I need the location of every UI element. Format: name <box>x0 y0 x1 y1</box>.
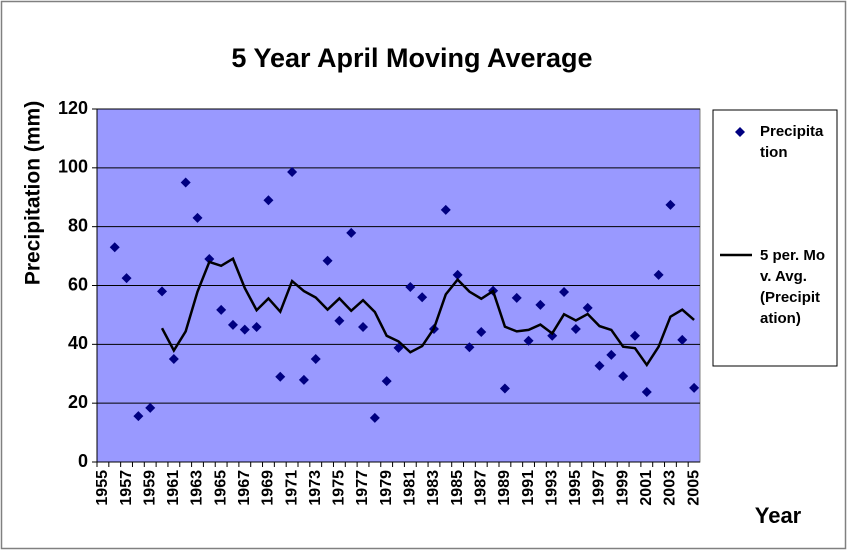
data-point <box>133 411 144 422</box>
data-point <box>523 335 534 346</box>
data-point <box>535 299 546 310</box>
data-point <box>417 292 428 303</box>
data-point <box>476 326 487 337</box>
data-point <box>665 199 676 210</box>
y-tick-label: 20 <box>68 392 88 412</box>
y-tick-label: 40 <box>68 333 88 353</box>
x-tick-label: 1981 <box>402 470 419 506</box>
data-point <box>618 371 629 382</box>
x-tick-label: 1963 <box>189 470 206 506</box>
x-tick-label: 1993 <box>543 470 560 506</box>
data-point <box>275 371 286 382</box>
data-point <box>298 374 309 385</box>
data-point <box>192 212 203 223</box>
data-point <box>346 227 357 238</box>
data-point <box>559 286 570 297</box>
data-point <box>227 319 238 330</box>
y-tick-label: 120 <box>58 98 88 118</box>
data-point <box>369 412 380 423</box>
legend-label: Precipitation <box>760 123 824 161</box>
data-point <box>511 292 522 303</box>
y-tick-label: 100 <box>58 157 88 177</box>
x-axis-label: Year <box>755 503 802 528</box>
data-point <box>405 281 416 292</box>
data-point <box>216 304 227 315</box>
x-tick-label: 1987 <box>472 470 489 506</box>
x-tick-label: 1983 <box>425 470 442 506</box>
data-point <box>251 321 262 332</box>
data-point <box>263 195 274 206</box>
data-point <box>547 330 558 341</box>
data-point <box>570 324 581 335</box>
x-tick-label: 2003 <box>662 470 679 506</box>
data-point <box>653 269 664 280</box>
x-tick-label: 2001 <box>638 470 655 506</box>
x-tick-label: 1969 <box>260 470 277 506</box>
x-tick-label: 1999 <box>614 470 631 506</box>
data-point <box>121 273 132 284</box>
data-point <box>358 321 369 332</box>
x-tick-label: 1967 <box>236 470 253 506</box>
x-tick-label: 1965 <box>212 470 229 506</box>
legend-box <box>712 109 838 367</box>
x-tick-label: 1977 <box>354 470 371 506</box>
data-point <box>499 383 510 394</box>
x-tick-label: 1973 <box>307 470 324 506</box>
x-tick-label: 1979 <box>378 470 395 506</box>
data-point <box>239 324 250 335</box>
x-tick-label: 1989 <box>496 470 513 506</box>
data-point <box>157 286 168 297</box>
data-point <box>677 334 688 345</box>
x-tick-label: 1991 <box>520 470 537 506</box>
data-point <box>641 386 652 397</box>
y-tick-label: 0 <box>78 451 88 471</box>
data-point <box>180 177 191 188</box>
data-point <box>689 382 700 393</box>
data-point <box>381 376 392 387</box>
x-tick-label: 1957 <box>118 470 135 506</box>
x-tick-label: 1985 <box>449 470 466 506</box>
x-tick-label: 1971 <box>283 470 300 506</box>
chart-title: 5 Year April Moving Average <box>231 43 592 73</box>
data-point <box>440 204 451 215</box>
legend-marker <box>735 127 745 137</box>
data-point <box>287 166 298 177</box>
x-tick-label: 2005 <box>685 470 702 506</box>
data-point <box>452 269 463 280</box>
data-point <box>594 360 605 371</box>
x-tick-label: 1955 <box>94 470 111 506</box>
data-point <box>629 330 640 341</box>
data-point <box>168 354 179 365</box>
data-point <box>464 342 475 353</box>
legend-label: 5 per. Mov. Avg. (Precipitation) <box>760 247 826 327</box>
data-point <box>322 255 333 266</box>
y-axis-label: Precipitation (mm) <box>22 101 45 285</box>
data-point <box>582 302 593 313</box>
moving-average-line <box>160 256 695 368</box>
data-point <box>606 349 617 360</box>
data-point <box>109 242 120 253</box>
data-point <box>145 402 156 413</box>
data-point <box>334 315 345 326</box>
x-tick-label: 1959 <box>141 470 158 506</box>
x-tick-label: 1997 <box>591 470 608 506</box>
data-point <box>310 354 321 365</box>
y-tick-label: 60 <box>68 274 88 294</box>
x-tick-label: 1995 <box>567 470 584 506</box>
y-tick-label: 80 <box>68 215 88 235</box>
x-tick-label: 1961 <box>165 470 182 506</box>
x-tick-label: 1975 <box>331 470 348 506</box>
